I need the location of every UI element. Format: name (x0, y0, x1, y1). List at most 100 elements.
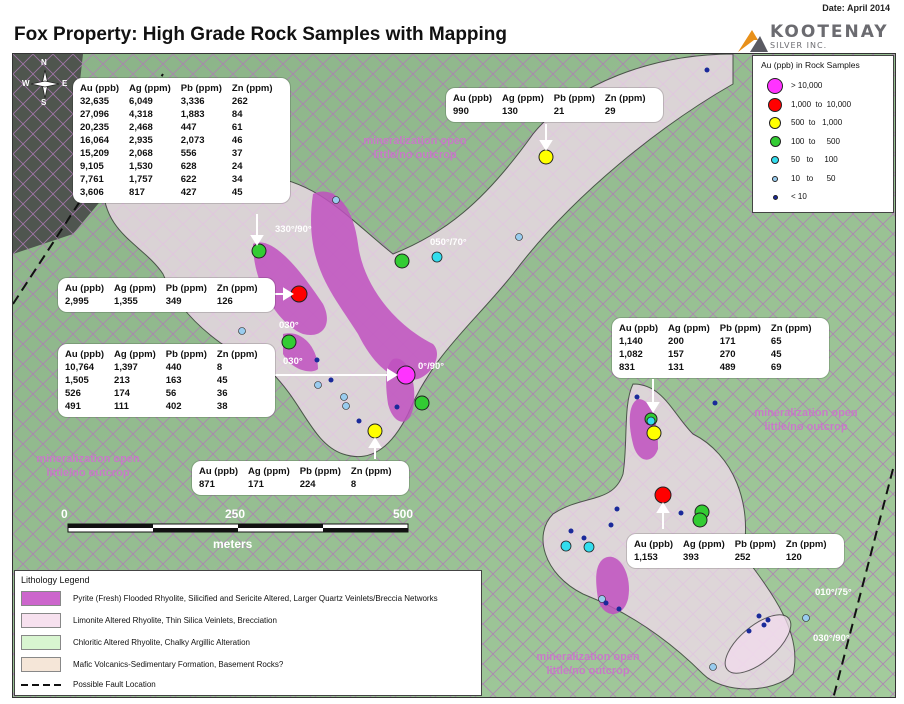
sample-point-lt10[interactable] (712, 400, 718, 406)
mineralization-label-north: mineralization open little/no outcrop (345, 134, 485, 162)
assay-value: 46 (231, 135, 243, 146)
sample-point-lt10[interactable] (328, 377, 334, 383)
assay-value: 36 (216, 388, 228, 399)
outcrop-text: little/no outcrop (546, 665, 630, 677)
assay-value: 21 (553, 106, 565, 117)
sample-point-100-500[interactable] (281, 334, 297, 350)
assay-row: 871 171 224 8 (199, 478, 402, 491)
sample-point-500-1000[interactable] (538, 149, 554, 165)
assay-table: Au (ppb) Ag (ppm) Pb (ppm) Zn (ppm) 10,764 1,… (65, 348, 268, 413)
assay-header: Au (ppb) (80, 83, 120, 94)
assay-value: 65 (770, 336, 782, 347)
sample-point-10-50[interactable] (598, 595, 606, 603)
lithology-swatch (21, 635, 61, 650)
sample-point-lt10[interactable] (394, 404, 400, 410)
assay-row: 526 174 56 36 (65, 387, 268, 400)
sample-point-10-50[interactable] (515, 233, 523, 241)
assay-callout-north: Au (ppb) Ag (ppm) Pb (ppm) Zn (ppm) 990 130 21… (446, 88, 663, 122)
assay-value: 126 (216, 296, 233, 307)
sample-point-lt10[interactable] (616, 606, 622, 612)
lithology-swatch (21, 613, 61, 628)
sample-point-100-500[interactable] (394, 253, 410, 269)
sample-point-50-100[interactable] (583, 541, 595, 553)
sample-point-lt10[interactable] (608, 522, 614, 528)
assay-row: 831 131 489 69 (619, 361, 822, 374)
assay-value: 16,064 (80, 135, 110, 146)
assay-row: 20,235 2,468 447 61 (80, 121, 283, 134)
au-legend-label: < 10 (791, 192, 807, 201)
assay-header: Pb (ppm) (719, 323, 761, 334)
assay-value: 24 (231, 161, 243, 172)
compass-east: E (62, 79, 68, 88)
assay-callout-west: Au (ppb) Ag (ppm) Pb (ppm) Zn (ppm) 10,764 1,… (58, 344, 275, 417)
sample-point-500-1000[interactable] (367, 423, 383, 439)
au-legend-item: < 10 (753, 189, 893, 205)
sample-point-100-500[interactable] (251, 243, 267, 259)
sample-point-lt10[interactable] (614, 506, 620, 512)
sample-point-50-100[interactable] (646, 416, 656, 426)
assay-row: 16,064 2,935 2,073 46 (80, 134, 283, 147)
sample-point-lt10[interactable] (581, 535, 587, 541)
assay-header: Au (ppb) (619, 323, 659, 334)
sample-point-lt10[interactable] (756, 613, 762, 619)
sample-point-10-50[interactable] (802, 614, 810, 622)
lithology-swatch (21, 657, 61, 672)
structure-angle-label: 030°/90° (813, 633, 850, 644)
sample-point-10-50[interactable] (238, 327, 246, 335)
sample-points (238, 67, 810, 671)
sample-point-10-50[interactable] (340, 393, 348, 401)
assay-value: 171 (248, 479, 264, 490)
sample-point-10-50[interactable] (709, 663, 717, 671)
au-legend-swatch (769, 117, 781, 129)
assay-value: 6,049 (129, 96, 153, 107)
assay-header: Au (ppb) (453, 93, 493, 104)
compass-rose-icon (30, 69, 60, 99)
assay-value: 34 (231, 174, 243, 185)
sample-point-10-50[interactable] (332, 196, 340, 204)
assay-header: Pb (ppm) (734, 539, 776, 550)
sample-point-50-100[interactable] (560, 540, 572, 552)
au-legend-label: 500 to 1,000 (791, 118, 843, 127)
au-legend-item: 500 to 1,000 (753, 115, 893, 131)
sample-point-100-500[interactable] (414, 395, 430, 411)
assay-value: 224 (299, 479, 316, 490)
sample-point-gt10000[interactable] (396, 365, 416, 385)
sample-point-lt10[interactable] (634, 394, 640, 400)
assay-value: 174 (114, 388, 130, 399)
sample-point-lt10[interactable] (765, 617, 771, 623)
assay-callout-east: Au (ppb) Ag (ppm) Pb (ppm) Zn (ppm) 1,140 200… (612, 318, 829, 378)
assay-header: Ag (ppm) (683, 539, 725, 550)
au-legend-swatch (767, 78, 783, 94)
au-legend-swatch (769, 136, 781, 147)
assay-value: 2,995 (65, 296, 89, 307)
assay-row: 7,761 1,757 622 34 (80, 173, 283, 186)
fault-line-east (832, 468, 894, 697)
sample-point-lt10[interactable] (568, 528, 574, 534)
assay-value: 831 (619, 362, 635, 373)
assay-header: Au (ppb) (65, 283, 105, 294)
au-legend-swatch (768, 97, 782, 112)
assay-value: 402 (165, 401, 182, 412)
assay-value: 2,935 (129, 135, 153, 146)
sample-point-lt10[interactable] (746, 628, 752, 634)
assay-row: 10,764 1,397 440 8 (65, 361, 268, 374)
assay-header: Pb (ppm) (553, 93, 595, 104)
assay-value: 1,140 (619, 336, 643, 347)
sample-point-lt10[interactable] (678, 510, 684, 516)
sample-point-lt10[interactable] (603, 600, 609, 606)
sample-point-lt10[interactable] (356, 418, 362, 424)
sample-point-10-50[interactable] (342, 402, 350, 410)
au-legend-label: > 10,000 (791, 81, 823, 90)
sample-point-100-500[interactable] (692, 512, 708, 528)
pyrite-zone-1 (311, 191, 438, 380)
assay-row: 27,096 4,318 1,883 84 (80, 108, 283, 121)
sample-point-lt10[interactable] (314, 357, 320, 363)
sample-point-500-1000[interactable] (646, 425, 662, 441)
sample-point-lt10[interactable] (761, 622, 767, 628)
sample-point-lt10[interactable] (704, 67, 710, 73)
sample-point-50-100[interactable] (431, 251, 443, 263)
assay-table: Au (ppb) Ag (ppm) Pb (ppm) Zn (ppm) 990 130 21… (453, 92, 656, 118)
sample-point-10-50[interactable] (314, 381, 322, 389)
assay-value: 2,068 (129, 148, 153, 159)
sample-point-1000-10000[interactable] (654, 486, 672, 504)
